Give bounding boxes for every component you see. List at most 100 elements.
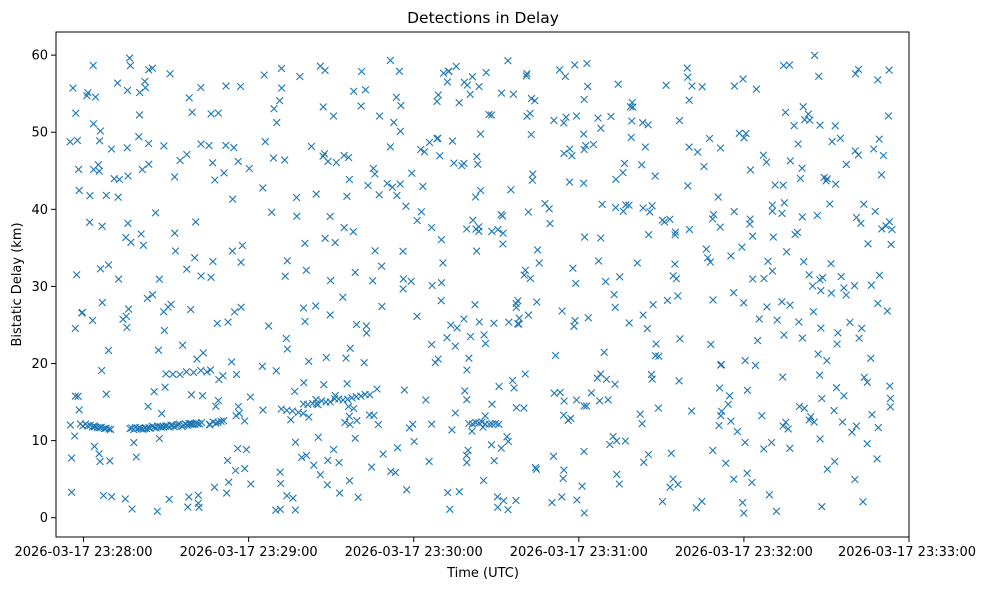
data-point [698, 83, 706, 91]
data-point [526, 274, 535, 283]
data-point [773, 316, 781, 324]
data-point [625, 201, 633, 209]
data-point [524, 311, 533, 319]
data-point [521, 266, 530, 275]
data-point [685, 143, 693, 151]
data-point [169, 370, 177, 379]
data-point [434, 134, 442, 142]
data-point [299, 304, 308, 312]
data-point [887, 240, 895, 249]
data-point [589, 140, 598, 149]
data-point [755, 315, 764, 323]
data-point [205, 141, 213, 150]
data-point [132, 453, 141, 461]
data-point [222, 141, 230, 150]
data-point [523, 69, 531, 78]
data-point [299, 409, 308, 418]
data-point [779, 181, 787, 189]
data-point [462, 225, 471, 233]
data-point [485, 110, 493, 119]
data-point [621, 437, 630, 445]
data-point [706, 258, 715, 266]
data-point [562, 113, 570, 121]
data-point [759, 151, 768, 159]
data-point [353, 416, 361, 425]
data-point [95, 423, 104, 432]
data-point [808, 282, 817, 290]
data-point [391, 468, 400, 477]
data-point [66, 421, 75, 429]
data-point [189, 368, 198, 377]
data-point [746, 220, 754, 228]
data-point [504, 437, 513, 446]
data-point [443, 333, 451, 342]
data-point [612, 470, 621, 479]
data-point [692, 504, 701, 512]
data-point [651, 172, 659, 180]
data-point [799, 102, 807, 111]
data-point [344, 153, 353, 162]
data-point [800, 404, 809, 413]
data-point [345, 412, 354, 421]
data-point [463, 458, 471, 467]
data-point [780, 199, 789, 207]
data-point [301, 239, 309, 248]
data-point [272, 118, 281, 127]
data-point [428, 281, 436, 290]
data-point [232, 411, 240, 420]
data-point [96, 457, 104, 466]
data-point [768, 201, 777, 209]
data-point [422, 396, 430, 404]
data-point [533, 246, 542, 254]
y-tick-label: 0 [40, 511, 48, 526]
data-point [352, 320, 361, 329]
data-point [178, 341, 187, 349]
data-point [419, 182, 427, 191]
data-point [580, 233, 589, 241]
data-point [443, 78, 452, 86]
data-point [187, 390, 196, 399]
data-point [597, 234, 605, 242]
data-point [602, 375, 611, 384]
data-point [427, 223, 436, 232]
data-point [818, 394, 826, 403]
data-point [834, 329, 842, 337]
data-point [260, 71, 268, 79]
data-point [123, 144, 131, 152]
data-point [307, 142, 316, 151]
data-point [475, 223, 483, 231]
data-point [560, 149, 568, 158]
data-point [798, 213, 807, 221]
data-point [667, 449, 676, 458]
data-point [246, 393, 255, 401]
data-point [764, 257, 772, 266]
data-point [609, 432, 617, 441]
data-point [128, 505, 136, 513]
data-point [185, 493, 193, 501]
data-point [748, 232, 757, 240]
data-point [276, 468, 284, 476]
data-point [74, 392, 82, 401]
data-point [437, 235, 446, 244]
data-point [439, 259, 447, 267]
data-point [488, 400, 496, 408]
data-point [463, 395, 471, 404]
data-point [143, 294, 152, 303]
data-point [242, 445, 251, 454]
data-point [345, 476, 354, 485]
data-point [197, 272, 205, 280]
data-point [851, 70, 860, 78]
data-point [886, 382, 894, 390]
data-point [463, 366, 471, 374]
data-point [810, 418, 818, 426]
data-point [741, 356, 749, 365]
data-point [641, 143, 650, 151]
data-point [869, 145, 878, 153]
data-point [569, 264, 577, 272]
data-point [227, 358, 236, 366]
data-point [782, 418, 790, 427]
data-point [874, 299, 882, 308]
data-point [831, 122, 839, 130]
data-point [91, 93, 100, 101]
data-point [71, 392, 80, 400]
